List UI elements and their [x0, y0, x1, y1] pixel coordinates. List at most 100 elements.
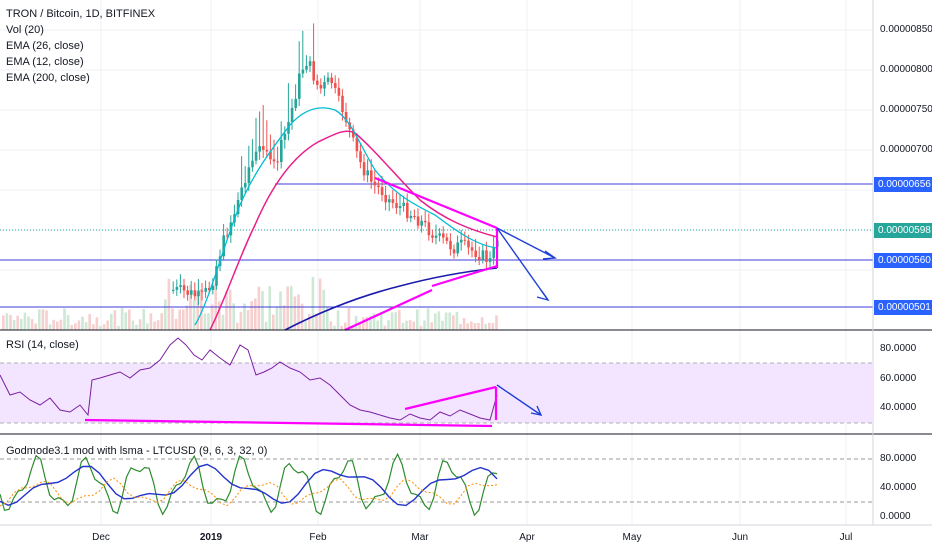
price-label-501: 0.00000501 — [874, 300, 932, 315]
candle-body — [323, 81, 326, 89]
godmode-green-line — [0, 452, 498, 517]
volume-bar — [225, 291, 228, 330]
volume-bar — [171, 308, 174, 330]
volume-bars — [2, 277, 498, 330]
volume-bar — [38, 309, 41, 330]
volume-bar — [30, 319, 34, 330]
volume-bar — [333, 325, 336, 330]
candle-body — [326, 77, 330, 82]
candle-body — [463, 239, 467, 241]
volume-bar — [362, 317, 365, 330]
candle-body — [200, 290, 204, 292]
volume-bar — [203, 313, 207, 330]
volume-bar — [99, 325, 102, 330]
candle-body — [427, 222, 431, 236]
candle-body — [416, 216, 420, 226]
godmode-blue-line — [0, 463, 498, 507]
price-label-560: 0.00000560 — [874, 253, 932, 268]
volume-bar — [192, 300, 196, 330]
volume-bar — [189, 285, 192, 330]
volume-bar — [430, 322, 433, 330]
rsi-legend-label[interactable]: RSI (14, close) — [6, 339, 79, 351]
candle-body — [186, 290, 189, 295]
volume-bar — [322, 289, 325, 330]
indicator-ema12[interactable]: EMA (12, close) — [6, 56, 84, 68]
rsi-tick: 60.0000 — [880, 373, 917, 384]
candle-body — [222, 235, 225, 257]
candle-body — [420, 220, 423, 226]
volume-bar — [232, 303, 235, 330]
indicator-ema26[interactable]: EMA (26, close) — [6, 40, 84, 52]
volume-bar — [304, 321, 307, 330]
volume-bar — [462, 318, 466, 330]
indicator-vol[interactable]: Vol (20) — [6, 24, 44, 36]
volume-bar — [48, 324, 52, 330]
candle-body — [334, 83, 337, 88]
volume-bar — [300, 303, 304, 330]
godmode-legend[interactable]: Godmode3.1 mod with lsma - LTCUSD (9, 6,… — [6, 443, 267, 459]
volume-bar — [250, 301, 253, 330]
volume-bar — [344, 322, 347, 330]
volume-bar — [214, 282, 217, 330]
volume-bar — [470, 321, 473, 330]
volume-bar — [84, 322, 88, 330]
volume-bar — [128, 309, 131, 330]
volume-bar — [95, 317, 99, 330]
godmode-tick: 40.0000 — [880, 482, 917, 493]
trendlines-rsi — [84, 385, 498, 428]
candle-body — [236, 199, 240, 215]
candle-body — [251, 160, 254, 168]
volume-bar — [372, 313, 376, 330]
volume-bar — [340, 325, 343, 330]
volume-bar — [254, 298, 257, 330]
candle-body — [424, 220, 427, 223]
candle-body — [438, 233, 441, 236]
ema-12-line — [194, 107, 498, 326]
volume-bar — [351, 325, 354, 330]
rsi-legend[interactable]: RSI (14, close) — [6, 337, 79, 353]
candle-body — [179, 285, 182, 287]
volume-bar — [488, 322, 491, 330]
price-tick: 0.00000750 — [880, 104, 932, 115]
volume-bar — [383, 325, 387, 330]
rsi-tick: 80.0000 — [880, 343, 917, 354]
volume-bar — [131, 320, 135, 330]
candle-body — [384, 195, 387, 203]
time-tick-dec: Dec — [92, 532, 110, 543]
volume-bar — [369, 315, 372, 330]
time-tick-mar: Mar — [411, 532, 429, 543]
volume-bar — [434, 313, 437, 330]
volume-bar — [405, 320, 408, 330]
symbol-title[interactable]: TRON / Bitcoin, 1D, BITFINEX — [6, 8, 156, 20]
volume-bar — [70, 325, 73, 330]
candle-body — [316, 80, 319, 85]
volume-bar — [9, 315, 12, 330]
candle-body — [481, 250, 485, 260]
candle-body — [467, 240, 470, 248]
candle-body — [456, 242, 459, 254]
candle-body — [341, 95, 344, 113]
volume-bar — [452, 315, 455, 330]
volume-bar — [376, 320, 379, 330]
candle-body — [254, 151, 258, 161]
volume-bar — [365, 317, 369, 330]
volume-bar — [318, 278, 322, 330]
volume-bar — [495, 315, 498, 330]
indicator-ema200[interactable]: EMA (200, close) — [6, 72, 90, 84]
candle-body — [470, 247, 474, 251]
volume-bar — [12, 319, 16, 330]
time-tick-2019: 2019 — [199, 532, 223, 543]
volume-bar — [81, 316, 84, 330]
volume-bar — [23, 312, 27, 330]
volume-bar — [52, 319, 55, 330]
godmode-legend-label[interactable]: Godmode3.1 mod with lsma - LTCUSD (9, 6,… — [6, 445, 268, 457]
candle-body — [442, 233, 445, 238]
volume-bar — [394, 312, 397, 330]
volume-bar — [210, 304, 214, 330]
volume-bar — [63, 308, 66, 330]
volume-bar — [41, 309, 45, 330]
volume-bar — [290, 286, 293, 330]
candle-body — [402, 202, 405, 206]
candle-body — [366, 170, 369, 176]
